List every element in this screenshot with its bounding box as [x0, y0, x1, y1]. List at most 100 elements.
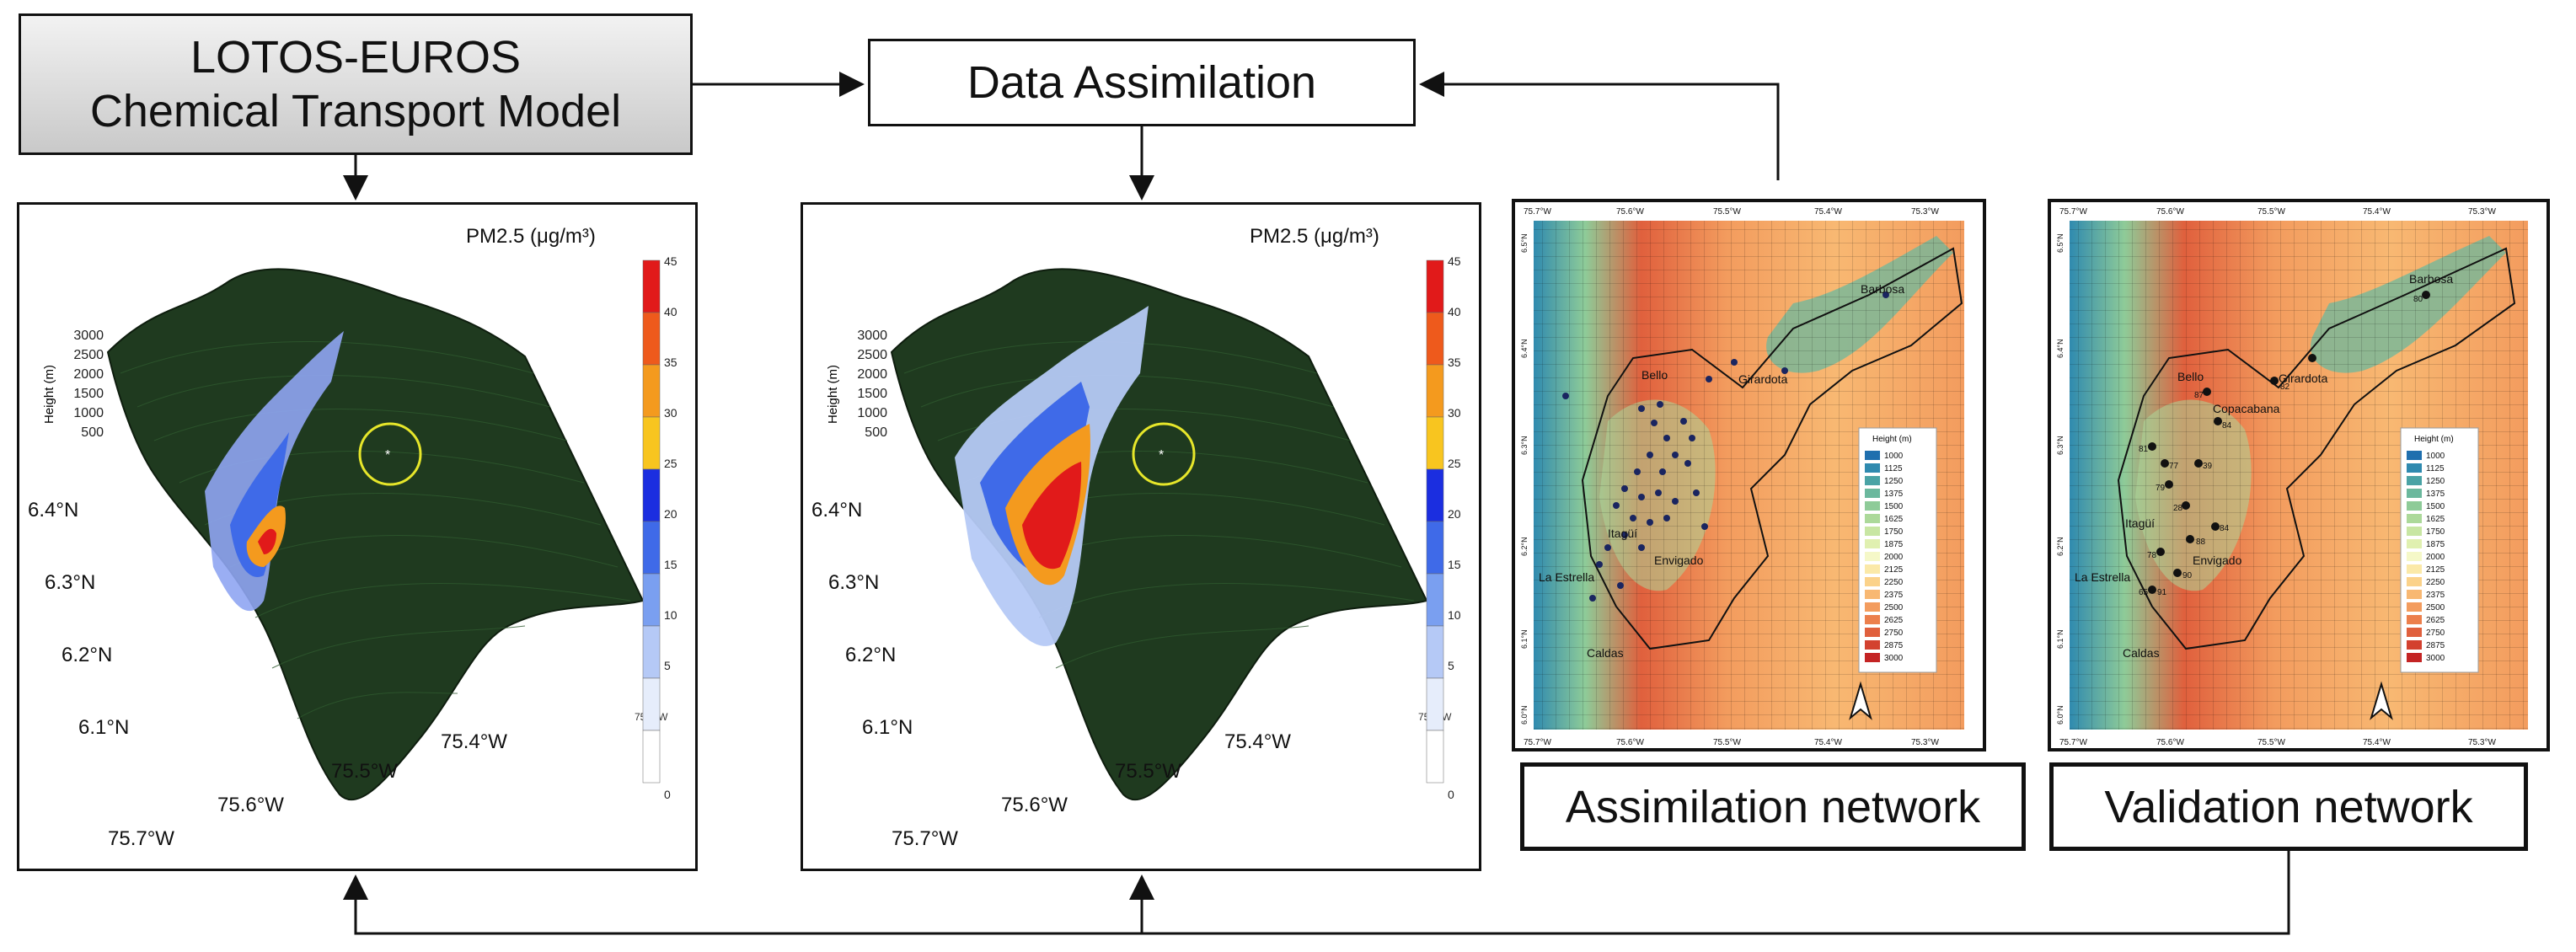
- legend-swatch: [2407, 615, 2422, 624]
- legend-label: 2000: [1884, 553, 1904, 562]
- legend-label: 1250: [2426, 477, 2445, 486]
- town-label: Itagüí: [2125, 516, 2155, 530]
- town-label: Barbosa: [2409, 272, 2453, 286]
- colorbar-segment: [1426, 259, 1444, 313]
- legend-swatch: [1865, 577, 1880, 586]
- lotos-euros-box: LOTOS-EUROS Chemical Transport Model: [19, 13, 693, 155]
- map-lat-tick: 6.1°N: [2056, 629, 2065, 649]
- lon-tick: 75.7°W: [892, 827, 958, 850]
- height-tick: 1000: [857, 406, 887, 420]
- valley-boundary: [1581, 247, 1963, 650]
- colorbar-tick: 5: [664, 659, 671, 672]
- map-lon-tick: 75.6°W: [2156, 738, 2184, 747]
- legend-label: 2250: [2426, 578, 2445, 587]
- arrow-validation-loop: [343, 851, 2290, 935]
- legend-swatch: [1865, 463, 1880, 473]
- colorbar-tick: 15: [664, 558, 677, 571]
- legend-label: 1625: [2426, 515, 2445, 524]
- colorbar-segment: [1426, 416, 1444, 470]
- height-legend: Height (m) 1000 1125 1250 1375 1500 1625…: [2400, 427, 2479, 673]
- legend-label: 1375: [2426, 489, 2445, 499]
- map-lon-tick: 75.3°W: [1911, 738, 1939, 747]
- height-tick: 1500: [73, 387, 104, 401]
- legend-label: 2625: [2426, 616, 2445, 625]
- map-lon-tick: 75.6°W: [1616, 207, 1644, 217]
- colorbar-segment: [642, 416, 661, 470]
- colorbar-segment: [1426, 677, 1444, 731]
- town-label: Copacabana: [2213, 402, 2280, 415]
- legend-swatch: [1865, 489, 1880, 498]
- assimilated-output-panel: Height (m) 3000 2500 2000 1500 1000 500 …: [801, 202, 1481, 871]
- colorbar-segment: [642, 364, 661, 418]
- legend-label: 1750: [2426, 527, 2445, 537]
- legend-swatch: [1865, 552, 1880, 561]
- legend-label: 2250: [1884, 578, 1904, 587]
- colorbar-tick: 25: [1448, 457, 1461, 470]
- validation-network-label-box: Validation network: [2049, 762, 2528, 851]
- colorbar-segment: [642, 625, 661, 679]
- legend-label: 2875: [2426, 641, 2445, 650]
- legend-swatch: [2407, 590, 2422, 599]
- legend-swatch: [1865, 602, 1880, 612]
- assimilation-network-label: Assimilation network: [1565, 781, 1981, 832]
- colorbar: [642, 259, 661, 784]
- height-tick: 500: [865, 425, 887, 440]
- colorbar-tick: 30: [1448, 406, 1461, 420]
- map-svg-assim: Barbosa Bello Girardota Itagüí Envigado …: [1520, 207, 1964, 747]
- legend-label: 2750: [2426, 628, 2445, 638]
- legend-label: 1875: [1884, 540, 1904, 549]
- map-lon-tick: 75.5°W: [2257, 207, 2285, 217]
- legend-swatch: [1865, 476, 1880, 485]
- lon-tick: 75.6°W: [1001, 794, 1068, 816]
- legend-swatch: [2407, 501, 2422, 511]
- map-lon-tick: 75.4°W: [2363, 207, 2391, 217]
- station-id: 90: [2182, 571, 2193, 580]
- legend-label: 2875: [1884, 641, 1904, 650]
- colorbar-segment: [642, 677, 661, 731]
- colorbar-segment: [642, 312, 661, 366]
- terrain-plot-assimilated: Height (m) 3000 2500 2000 1500 1000 500 …: [811, 225, 1461, 850]
- town-label: Itagüí: [1608, 527, 1637, 540]
- legend-label: 2500: [2426, 603, 2445, 612]
- legend-swatch: [2407, 628, 2422, 637]
- legend-label: 2750: [1884, 628, 1904, 638]
- colorbar-segment: [1426, 364, 1444, 418]
- legend-swatch: [1865, 539, 1880, 548]
- height-tick: 1000: [73, 406, 104, 420]
- town-label: La Estrella: [2075, 570, 2130, 584]
- map-lon-tick: 75.4°W: [2363, 738, 2391, 747]
- lat-tick: 6.1°N: [78, 716, 129, 739]
- town-label: Bello: [1641, 368, 1668, 382]
- legend-label: 3000: [1884, 654, 1904, 663]
- colorbar-tick: 10: [664, 608, 677, 622]
- colorbar-segment: [1426, 573, 1444, 627]
- colorbar-tick: 25: [664, 457, 677, 470]
- station-id: 65: [2139, 588, 2149, 597]
- study-area-circle: [358, 422, 422, 486]
- town-label: Bello: [2177, 370, 2204, 383]
- map-lon-tick: 75.3°W: [1911, 207, 1939, 217]
- validation-stations: [2148, 291, 2430, 594]
- colorbar-tick: 0: [1448, 788, 1454, 801]
- map-lon-tick: 75.3°W: [2468, 738, 2496, 747]
- town-label: Barbosa: [1861, 282, 1904, 296]
- legend-label: 1000: [1884, 452, 1904, 461]
- town-label: Girardota: [1738, 372, 1788, 386]
- legend-label: 2000: [2426, 553, 2445, 562]
- legend-label: 1750: [1884, 527, 1904, 537]
- map-lat-tick: 6.2°N: [2056, 537, 2065, 556]
- assimilation-network-map: Barbosa Bello Girardota Itagüí Envigado …: [1512, 199, 1986, 751]
- assimilation-stations: [1562, 291, 1889, 602]
- colorbar-segment: [1426, 521, 1444, 575]
- station-id: 88: [2196, 538, 2206, 547]
- pollution-plume-inner: [230, 432, 289, 577]
- legend-label: 1500: [2426, 502, 2445, 511]
- arrow-network-to-assim: [1419, 72, 1780, 180]
- map-lat-tick: 6.2°N: [1520, 537, 1529, 556]
- map-lat-tick: 6.4°N: [1520, 339, 1529, 358]
- colorbar-tick: 40: [1448, 305, 1461, 318]
- town-label: Girardota: [2279, 372, 2328, 385]
- legend-label: 1125: [2426, 464, 2445, 473]
- lon-tick: 75.4°W: [1224, 730, 1291, 753]
